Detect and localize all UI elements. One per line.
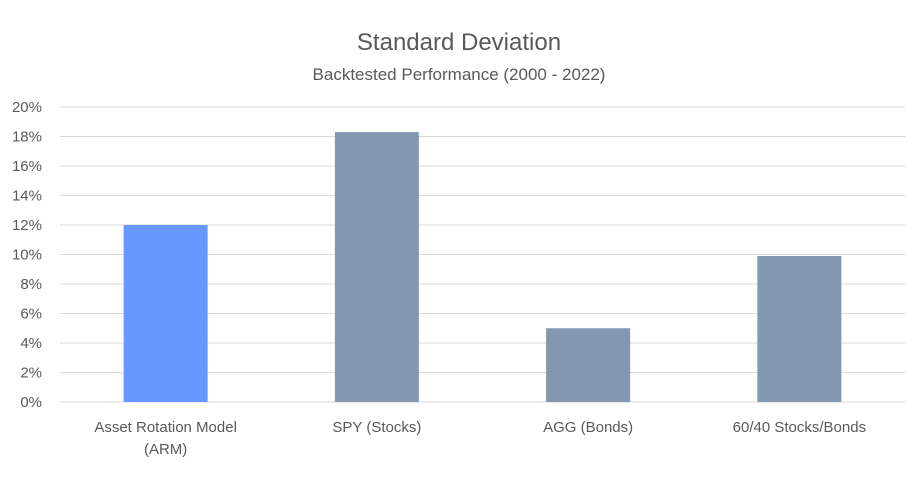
y-tick-label: 4% [20, 335, 42, 352]
y-tick-label: 14% [12, 188, 42, 205]
category-label: SPY (Stocks) [332, 419, 421, 436]
y-tick-label: 20% [12, 99, 42, 116]
y-axis-ticks: 0% 2% 4% 6% 8% 10% 12% 14% 16% 18% 20% [12, 99, 42, 411]
bar [757, 255, 842, 402]
bars [123, 132, 842, 402]
category-label: (ARM) [144, 441, 187, 458]
y-tick-label: 18% [12, 129, 42, 146]
y-tick-label: 0% [20, 394, 42, 411]
y-tick-label: 16% [12, 158, 42, 175]
bar [546, 328, 631, 402]
y-tick-label: 10% [12, 247, 42, 264]
bar [123, 225, 208, 402]
y-tick-label: 6% [20, 306, 42, 323]
chart-title: Standard Deviation [357, 29, 561, 56]
x-axis-categories: Asset Rotation Model (ARM) SPY (Stocks) AGG… [94, 419, 866, 458]
bar [334, 132, 419, 402]
y-tick-label: 8% [20, 276, 42, 293]
y-tick-label: 12% [12, 217, 42, 234]
chart-subtitle: Backtested Performance (2000 - 2022) [313, 65, 606, 84]
category-label: AGG (Bonds) [543, 419, 633, 436]
category-label: 60/40 Stocks/Bonds [733, 419, 866, 436]
category-label: Asset Rotation Model [94, 419, 237, 436]
y-tick-label: 2% [20, 365, 42, 382]
